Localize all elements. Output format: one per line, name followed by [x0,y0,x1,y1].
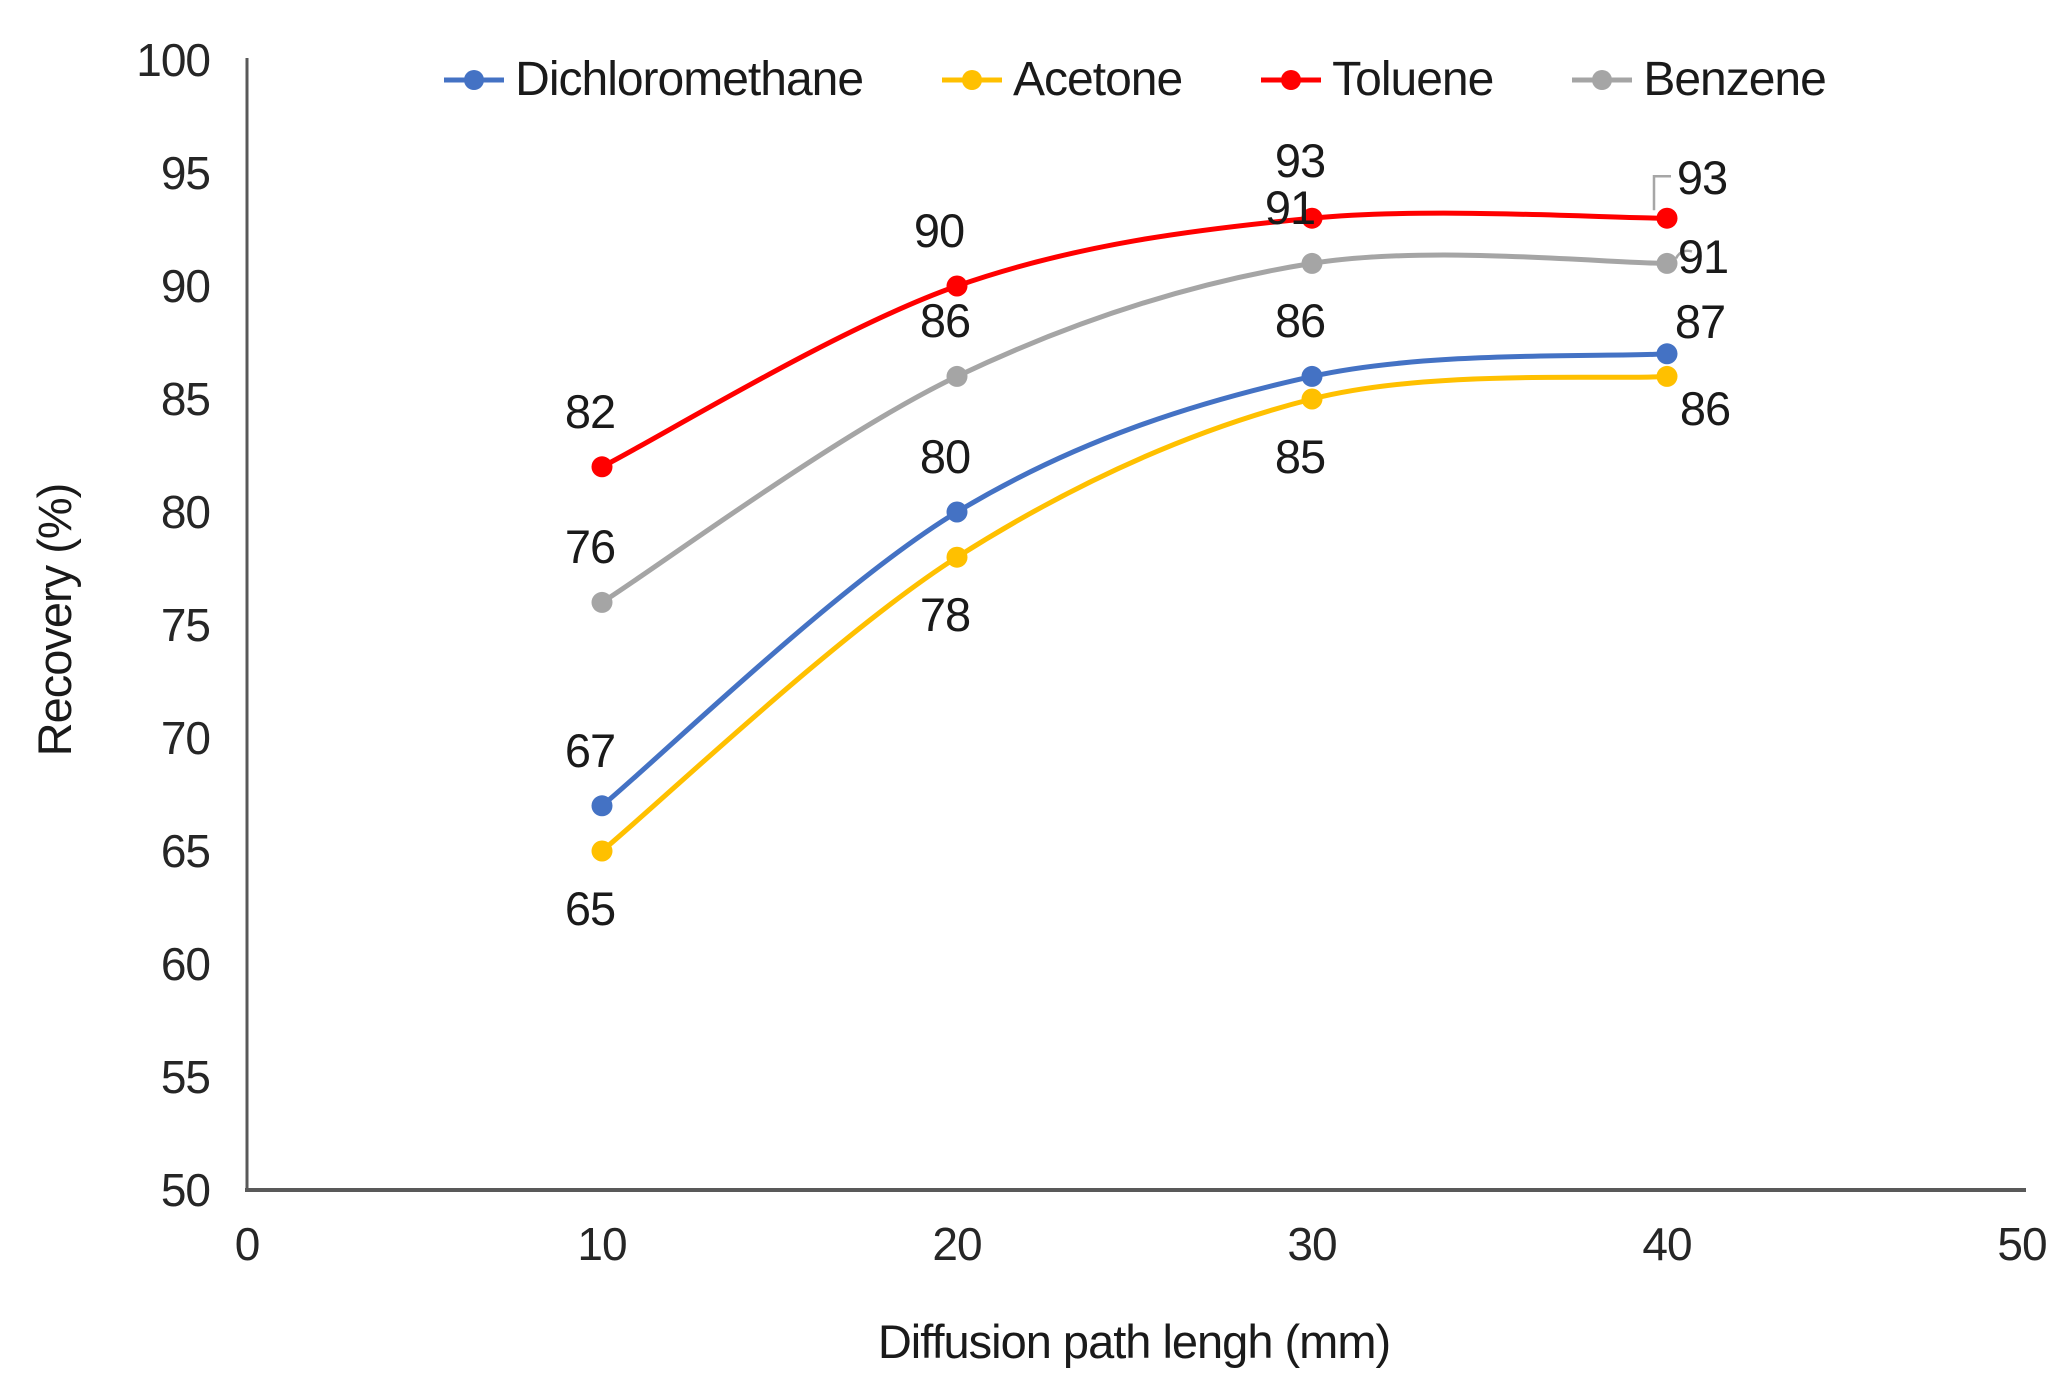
series-line-acetone [599,373,1670,854]
legend: Dichloromethane Acetone Toluene Benzene [247,52,2022,107]
series-marker-toluene [591,456,613,478]
legend-label-dichloromethane: Dichloromethane [515,53,864,106]
series-marker-benzene [591,591,613,613]
y-tick-label-60: 60 [160,938,211,990]
data-label-dichloromethane-20: 80 [919,430,971,483]
data-label-benzene-10: 76 [564,520,616,574]
legend-item-acetone: Acetone [941,52,1183,107]
series-marker-benzene [1656,252,1678,274]
series-marker-acetone [946,546,968,568]
series-marker-dichloromethane [946,501,968,523]
legend-marker-icon [1261,69,1322,90]
label-leader-toluene [1652,174,1671,211]
series-line-dichloromethane [599,351,1670,809]
series-marker-toluene [946,275,968,297]
series-marker-dichloromethane [1656,343,1678,365]
y-tick-label-85: 85 [160,373,211,425]
y-tick-label-80: 80 [160,486,211,538]
data-label-benzene-20: 86 [919,294,971,348]
y-tick-label-65: 65 [160,825,211,877]
x-tick-label-20: 20 [932,1218,982,1270]
series-marker-acetone [591,840,613,862]
data-label-toluene-40: 93 [1676,151,1728,205]
y-tick-label-70: 70 [160,712,211,764]
x-tick-label-50: 50 [1997,1218,2047,1270]
legend-item-benzene: Benzene [1571,52,1827,107]
series-marker-benzene [946,365,968,387]
series-marker-toluene [1301,207,1323,229]
data-label-toluene-10: 82 [564,384,616,438]
x-axis-title: Diffusion path lengh (mm) [877,1315,1391,1368]
y-tick-label-90: 90 [160,260,211,312]
legend-item-dichloromethane: Dichloromethane [443,52,864,107]
data-label-toluene-20: 90 [913,204,965,257]
x-tick-label-30: 30 [1287,1218,1337,1270]
series-line-benzene [599,252,1670,605]
y-tick-label-95: 95 [160,147,211,199]
x-tick-label-0: 0 [234,1218,261,1270]
legend-marker-icon [1572,69,1633,90]
x-tick-label-40: 40 [1642,1218,1692,1270]
y-tick-label-100: 100 [136,34,211,86]
series-marker-acetone [1656,365,1678,387]
label-leader-benzene [1674,249,1693,260]
data-label-acetone-20: 78 [919,588,971,642]
legend-marker-icon [444,69,505,90]
series-marker-benzene [1301,252,1323,274]
data-label-acetone-10: 65 [564,882,616,935]
x-tick-label-10: 10 [577,1218,627,1270]
legend-label-toluene: Toluene [1332,53,1494,106]
data-label-dichloromethane-30: 86 [1274,294,1326,348]
legend-label-acetone: Acetone [1013,53,1183,106]
series-marker-toluene [1656,207,1678,229]
y-axis-title: Recovery (%) [28,483,81,757]
legend-item-toluene: Toluene [1260,52,1494,107]
data-label-toluene-30: 93 [1274,134,1326,188]
data-label-dichloromethane-40: 87 [1674,294,1726,348]
data-label-benzene-30: 91 [1264,181,1316,235]
y-tick-label-75: 75 [160,599,211,651]
data-label-acetone-30: 85 [1274,430,1326,483]
series-marker-dichloromethane [591,795,613,817]
data-label-dichloromethane-10: 67 [564,723,616,777]
legend-marker-icon [942,69,1003,90]
legend-label-benzene: Benzene [1643,53,1826,106]
series-line-toluene [599,210,1670,470]
series-marker-acetone [1301,388,1323,410]
y-tick-label-50: 50 [160,1164,211,1216]
y-tick-label-55: 55 [160,1051,211,1103]
data-label-acetone-40: 86 [1679,382,1731,436]
data-label-benzene-40: 91 [1677,230,1729,284]
series-marker-dichloromethane [1301,365,1323,387]
